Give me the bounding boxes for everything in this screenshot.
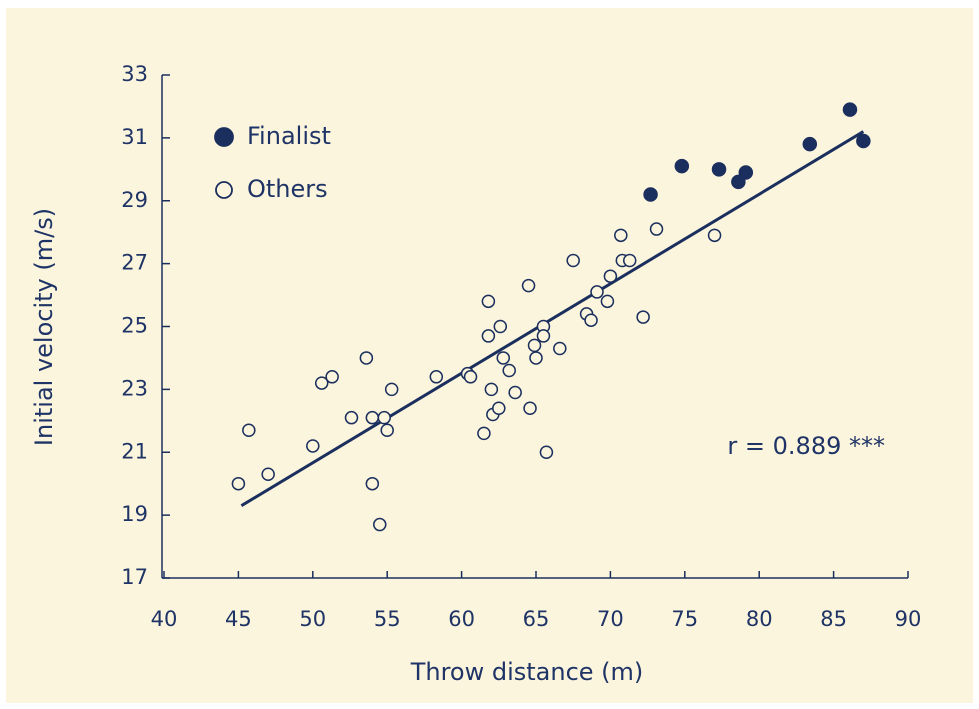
x-tick-label: 65 (523, 607, 550, 631)
point (603, 269, 618, 283)
legend-label: Finalist (247, 122, 331, 150)
point (731, 174, 746, 190)
x-tick-label: 55 (374, 607, 401, 631)
point (306, 439, 320, 453)
point (242, 423, 256, 437)
point (231, 476, 246, 491)
legend-label: Others (247, 175, 328, 203)
legend-marker (215, 181, 233, 199)
point (508, 385, 522, 400)
point (527, 338, 542, 353)
point (856, 133, 871, 149)
point (600, 294, 615, 309)
point (622, 253, 637, 268)
point (493, 319, 508, 334)
point (590, 285, 604, 299)
x-tick-label: 80 (746, 607, 773, 631)
x-tick-label: 90 (895, 607, 922, 631)
point (636, 310, 650, 324)
point (738, 165, 754, 180)
point (674, 158, 690, 174)
point (643, 187, 658, 202)
x-tick-label: 85 (820, 607, 847, 631)
point (536, 329, 551, 343)
point (614, 228, 628, 243)
point (484, 382, 499, 397)
y-tick-label: 31 (121, 125, 148, 149)
x-tick-label: 40 (151, 607, 178, 631)
point (707, 228, 722, 243)
point (649, 222, 664, 236)
point (384, 382, 399, 397)
annotation: r = 0.889 *** (727, 432, 885, 460)
y-tick-label: 21 (121, 439, 148, 463)
point (380, 423, 394, 437)
point (359, 351, 374, 365)
point (481, 329, 496, 343)
x-tick-label: 50 (299, 607, 326, 631)
x-tick-label: 70 (597, 607, 624, 631)
point (325, 370, 339, 384)
point (584, 313, 598, 327)
point (529, 351, 543, 365)
point (553, 341, 567, 356)
point (344, 410, 359, 425)
y-tick-label: 25 (121, 314, 148, 338)
y-tick-label: 19 (121, 502, 148, 526)
point (842, 102, 858, 117)
point (802, 136, 818, 152)
point (365, 476, 380, 491)
point (377, 410, 391, 425)
legend-marker (214, 127, 234, 147)
point (477, 426, 491, 441)
point (521, 278, 536, 293)
point (463, 370, 478, 384)
point (261, 467, 275, 482)
y-tick-label: 23 (121, 376, 148, 400)
x-tick-label: 45 (225, 607, 252, 631)
point (481, 294, 496, 309)
point (492, 401, 506, 415)
trend-line (240, 130, 865, 507)
point (711, 162, 727, 177)
y-tick-label: 27 (121, 251, 148, 275)
y-tick-label: 33 (121, 62, 148, 86)
point (314, 376, 329, 390)
point (502, 363, 516, 378)
y-tick-label: 29 (121, 188, 148, 212)
x-tick-label: 60 (448, 607, 475, 631)
x-tick-label: 75 (671, 607, 698, 631)
y-tick-label: 17 (121, 565, 148, 589)
point (365, 410, 380, 425)
point (566, 253, 580, 268)
point (429, 370, 444, 384)
x-axis-title: Throw distance (m) (410, 658, 644, 686)
point (373, 517, 387, 532)
point (539, 445, 554, 459)
point (523, 401, 537, 415)
y-axis-title: Initial velocity (m/s) (30, 208, 58, 446)
point (496, 351, 511, 365)
